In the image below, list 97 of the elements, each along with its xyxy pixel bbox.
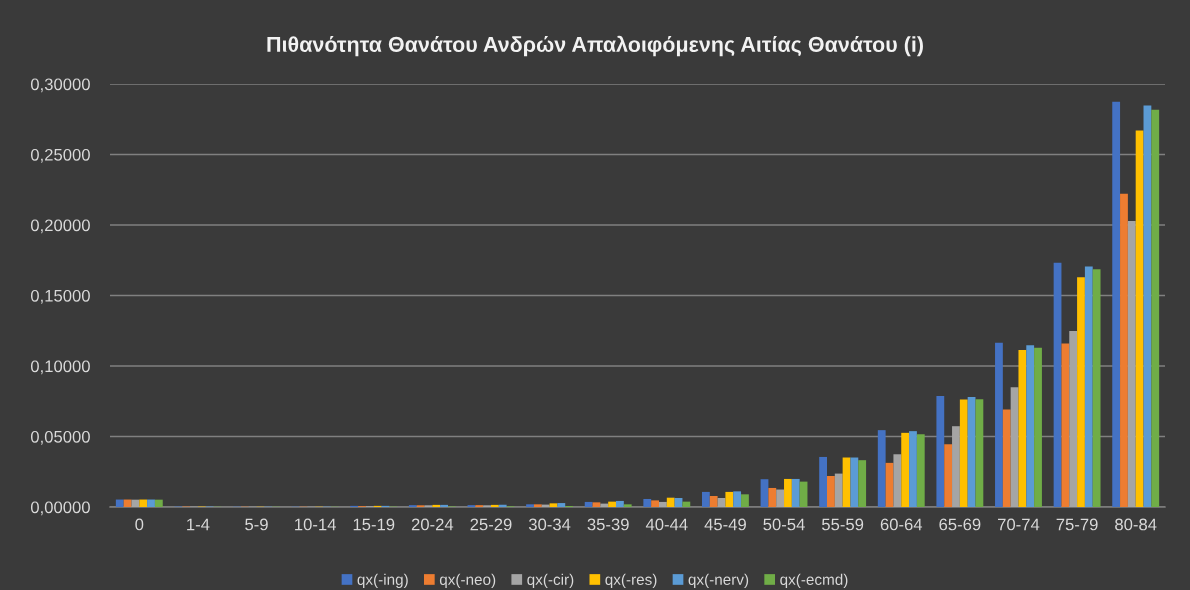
bar — [1135, 130, 1144, 507]
bar — [549, 503, 558, 507]
bar — [784, 478, 792, 507]
bar — [432, 504, 441, 507]
bar — [682, 501, 691, 507]
bar — [592, 502, 601, 507]
bar — [893, 454, 902, 507]
y-tick-label: 0,20000 — [30, 219, 90, 234]
legend-label: qx(-nerv) — [688, 573, 749, 588]
legend-label: qx(-cir) — [527, 573, 574, 588]
bar — [490, 504, 499, 507]
bar — [741, 494, 749, 507]
bar — [600, 503, 609, 507]
bar — [658, 501, 667, 507]
bar — [725, 491, 734, 507]
bar — [834, 473, 843, 507]
bar — [154, 499, 163, 507]
legend-label: qx(-ing) — [357, 573, 408, 588]
x-tick-label: 15-19 — [353, 518, 395, 531]
bar — [1034, 347, 1042, 507]
chart-title: Πιθανότητα Θανάτου Ανδρών Απαλοιφόμενης Αιτίας Θανάτου (i) — [267, 35, 923, 57]
legend-label: qx(-res) — [605, 573, 657, 588]
x-tick-label: 80-84 — [1115, 518, 1157, 531]
bar — [115, 499, 124, 507]
bar — [1061, 343, 1070, 507]
bar — [1069, 331, 1078, 507]
bar — [440, 504, 448, 507]
bar — [936, 395, 945, 507]
y-tick-label: 0,05000 — [30, 430, 90, 445]
bar — [557, 503, 566, 507]
x-tick-label: 1-4 — [187, 518, 210, 531]
bar — [827, 475, 835, 507]
bar — [909, 431, 917, 507]
bar — [1077, 277, 1085, 507]
bar — [959, 399, 968, 507]
x-tick-label: 40-44 — [645, 518, 688, 531]
x-tick-label: 50-54 — [763, 518, 805, 531]
x-tick-label: 55-59 — [821, 518, 864, 531]
bar — [1127, 220, 1136, 507]
bar — [643, 498, 652, 507]
bar — [584, 501, 593, 507]
bar — [819, 456, 828, 507]
bar — [760, 479, 769, 507]
x-tick-label: 70-74 — [998, 518, 1040, 531]
bar — [733, 491, 742, 507]
x-tick-label: 45-49 — [704, 518, 746, 531]
bar — [623, 504, 632, 507]
x-tick-label: 65-69 — [939, 518, 981, 531]
bar — [1010, 387, 1019, 507]
y-tick-label: 0,30000 — [30, 78, 90, 93]
bar — [139, 499, 148, 507]
y-tick-label: 0,10000 — [30, 360, 90, 375]
bar — [776, 489, 785, 507]
bar — [1120, 193, 1128, 507]
y-tick-label: 0,15000 — [30, 289, 90, 304]
x-tick-label: 60-64 — [880, 518, 923, 531]
bar — [1018, 350, 1027, 507]
bar — [877, 430, 886, 507]
x-tick-label: 0 — [135, 518, 144, 531]
bar — [858, 460, 867, 507]
legend-label: qx(-neo) — [439, 573, 496, 588]
bar — [768, 487, 777, 507]
bar — [131, 499, 140, 507]
x-tick-label: 35-39 — [587, 518, 629, 531]
bar — [975, 399, 984, 507]
bar — [709, 496, 718, 507]
y-tick-label: 0,25000 — [30, 148, 90, 163]
x-tick-label: 20-24 — [411, 518, 454, 531]
x-tick-label: 75-79 — [1056, 518, 1098, 531]
bar — [995, 342, 1003, 507]
bar — [901, 432, 910, 507]
bar — [1084, 266, 1093, 507]
y-tick-label: 0,00000 — [30, 501, 90, 516]
bar — [666, 497, 675, 507]
bar — [1026, 345, 1035, 507]
x-tick-label: 30-34 — [528, 518, 571, 531]
bar — [944, 444, 953, 507]
bar — [701, 491, 710, 507]
x-tick-label: 25-29 — [470, 518, 512, 531]
bar — [651, 500, 659, 507]
bar — [1002, 409, 1011, 507]
bar — [916, 434, 925, 507]
x-tick-label: 5-9 — [245, 518, 268, 531]
bar — [533, 504, 542, 507]
bar — [1092, 269, 1101, 507]
bar — [616, 500, 624, 507]
bar — [1112, 101, 1121, 507]
bar — [147, 499, 155, 507]
bar — [1151, 109, 1160, 507]
bar — [526, 504, 534, 507]
bar — [791, 478, 800, 507]
bar — [850, 457, 859, 507]
legend-label: qx(-ecmd) — [780, 573, 848, 588]
x-tick-label: 10-14 — [295, 518, 336, 531]
bar — [608, 501, 617, 507]
bar — [952, 426, 960, 507]
bar — [1143, 105, 1152, 507]
